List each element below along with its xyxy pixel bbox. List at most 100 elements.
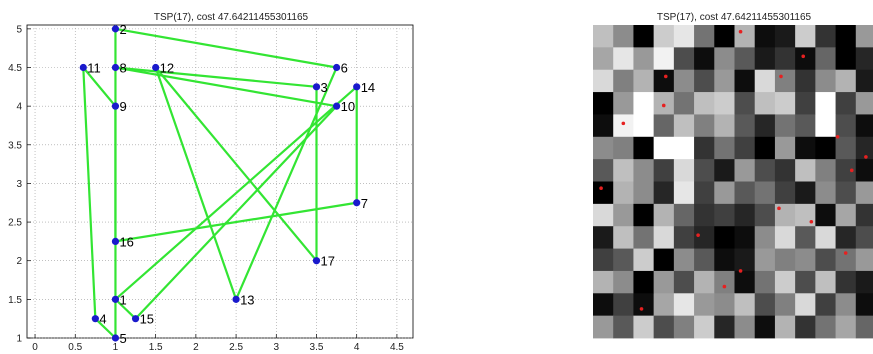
- heatmap-cell: [673, 47, 695, 71]
- heatmap-cell: [593, 92, 614, 115]
- city-marker: [843, 251, 848, 255]
- city-label: 13: [240, 292, 254, 307]
- heatmap-cell: [754, 136, 776, 160]
- heatmap-cell: [714, 69, 735, 93]
- x-tick-label: 3: [274, 342, 280, 353]
- heatmap-cell: [633, 315, 655, 339]
- heatmap-cell: [815, 25, 836, 48]
- heatmap-cell: [815, 114, 836, 138]
- tour-edge: [114, 201, 358, 243]
- heatmap-cell: [694, 47, 715, 71]
- city-marker: [864, 155, 868, 159]
- city-point: [111, 237, 120, 245]
- city-label: 5: [119, 331, 126, 346]
- heatmap-cell: [835, 270, 857, 294]
- heatmap-cell: [835, 293, 857, 317]
- heatmap-cell: [734, 270, 756, 294]
- x-tick-label: 2: [193, 342, 199, 353]
- city-point: [353, 199, 361, 207]
- x-tick-label: 4.5: [390, 342, 404, 353]
- heatmap-cell: [613, 47, 634, 71]
- heatmap-cell: [835, 181, 857, 205]
- heatmap-cell: [795, 226, 816, 249]
- heatmap-cell: [653, 47, 675, 71]
- heatmap-cell: [795, 315, 816, 339]
- heatmap-cell: [694, 25, 715, 48]
- heatmap-cell: [754, 226, 776, 249]
- heatmap-cell: [694, 159, 715, 182]
- heatmap-cell: [734, 25, 756, 48]
- heatmap-cell: [714, 203, 735, 227]
- tour-edge: [114, 27, 338, 69]
- heatmap-cell: [714, 315, 735, 339]
- y-tick-label: 1: [16, 334, 22, 345]
- tour-edge: [114, 298, 137, 320]
- city-label: 8: [119, 61, 126, 76]
- city-point: [91, 315, 99, 323]
- heatmap-cell: [673, 114, 695, 138]
- heatmap-cell: [815, 69, 836, 93]
- y-tick-label: 3: [16, 179, 22, 190]
- tour-edge: [154, 66, 318, 262]
- heatmap-cell: [694, 226, 715, 249]
- city-marker: [621, 121, 626, 126]
- city-marker: [663, 74, 668, 79]
- heatmap-cell: [714, 136, 735, 160]
- heatmap-cell: [734, 47, 756, 71]
- heatmap-cell: [795, 25, 816, 48]
- heatmap-cell: [734, 69, 756, 93]
- heatmap-cell: [633, 293, 655, 317]
- heatmap-cell: [734, 248, 756, 272]
- heatmap-cell: [714, 92, 735, 115]
- heatmap-cell: [855, 203, 873, 227]
- city-point: [312, 257, 321, 265]
- heatmap-cell: [754, 248, 776, 272]
- tour-edge: [114, 66, 318, 88]
- heatmap-cell: [673, 69, 695, 93]
- heatmap-cell: [613, 315, 634, 339]
- heatmap-cell: [835, 315, 857, 339]
- city-marker: [801, 54, 806, 59]
- heatmap-cell: [593, 315, 614, 339]
- heatmap-cell: [613, 203, 634, 227]
- city-point: [131, 315, 140, 323]
- heatmap-cell: [613, 293, 634, 317]
- heatmap-cell: [734, 114, 756, 138]
- heatmap-cell: [774, 114, 796, 138]
- heatmap-cell: [593, 270, 614, 294]
- heatmap-cell: [633, 92, 655, 115]
- heatmap-cell: [734, 293, 756, 317]
- heatmap-cell: [694, 114, 715, 138]
- heatmap-cell: [855, 47, 873, 71]
- heatmap-cell: [593, 159, 614, 182]
- city-label: 7: [361, 196, 368, 211]
- heatmap-cell: [855, 25, 873, 48]
- heatmap-cell: [694, 293, 715, 317]
- heatmap-cell: [673, 226, 695, 249]
- plot-area-left: [26, 24, 414, 339]
- heatmap-cell: [795, 69, 816, 93]
- heatmap-cell: [593, 25, 614, 48]
- city-marker: [696, 233, 700, 237]
- city-label: 2: [119, 22, 126, 37]
- heatmap-cell: [774, 248, 796, 272]
- heatmap-cell: [835, 69, 857, 93]
- city-point: [312, 83, 321, 91]
- heatmap-cell: [835, 47, 857, 71]
- x-tick-label: 3.5: [310, 342, 324, 353]
- heatmap-cell: [593, 114, 614, 138]
- heatmap-cell: [855, 293, 873, 317]
- heatmap-cell: [653, 136, 675, 160]
- city-label: 15: [140, 312, 154, 327]
- tour-edge: [114, 85, 358, 301]
- city-marker: [777, 206, 781, 211]
- heatmap-cell: [694, 69, 715, 93]
- chart-title-right: TSP(17), cost 47.64211455301165: [657, 12, 812, 23]
- city-marker: [809, 219, 814, 224]
- heatmap-cell: [815, 248, 836, 272]
- city-label: 1: [119, 292, 126, 307]
- heatmap-cell: [795, 114, 816, 138]
- heatmap-cell: [673, 181, 695, 205]
- heatmap-cell: [694, 315, 715, 339]
- heatmap-cell: [593, 69, 614, 93]
